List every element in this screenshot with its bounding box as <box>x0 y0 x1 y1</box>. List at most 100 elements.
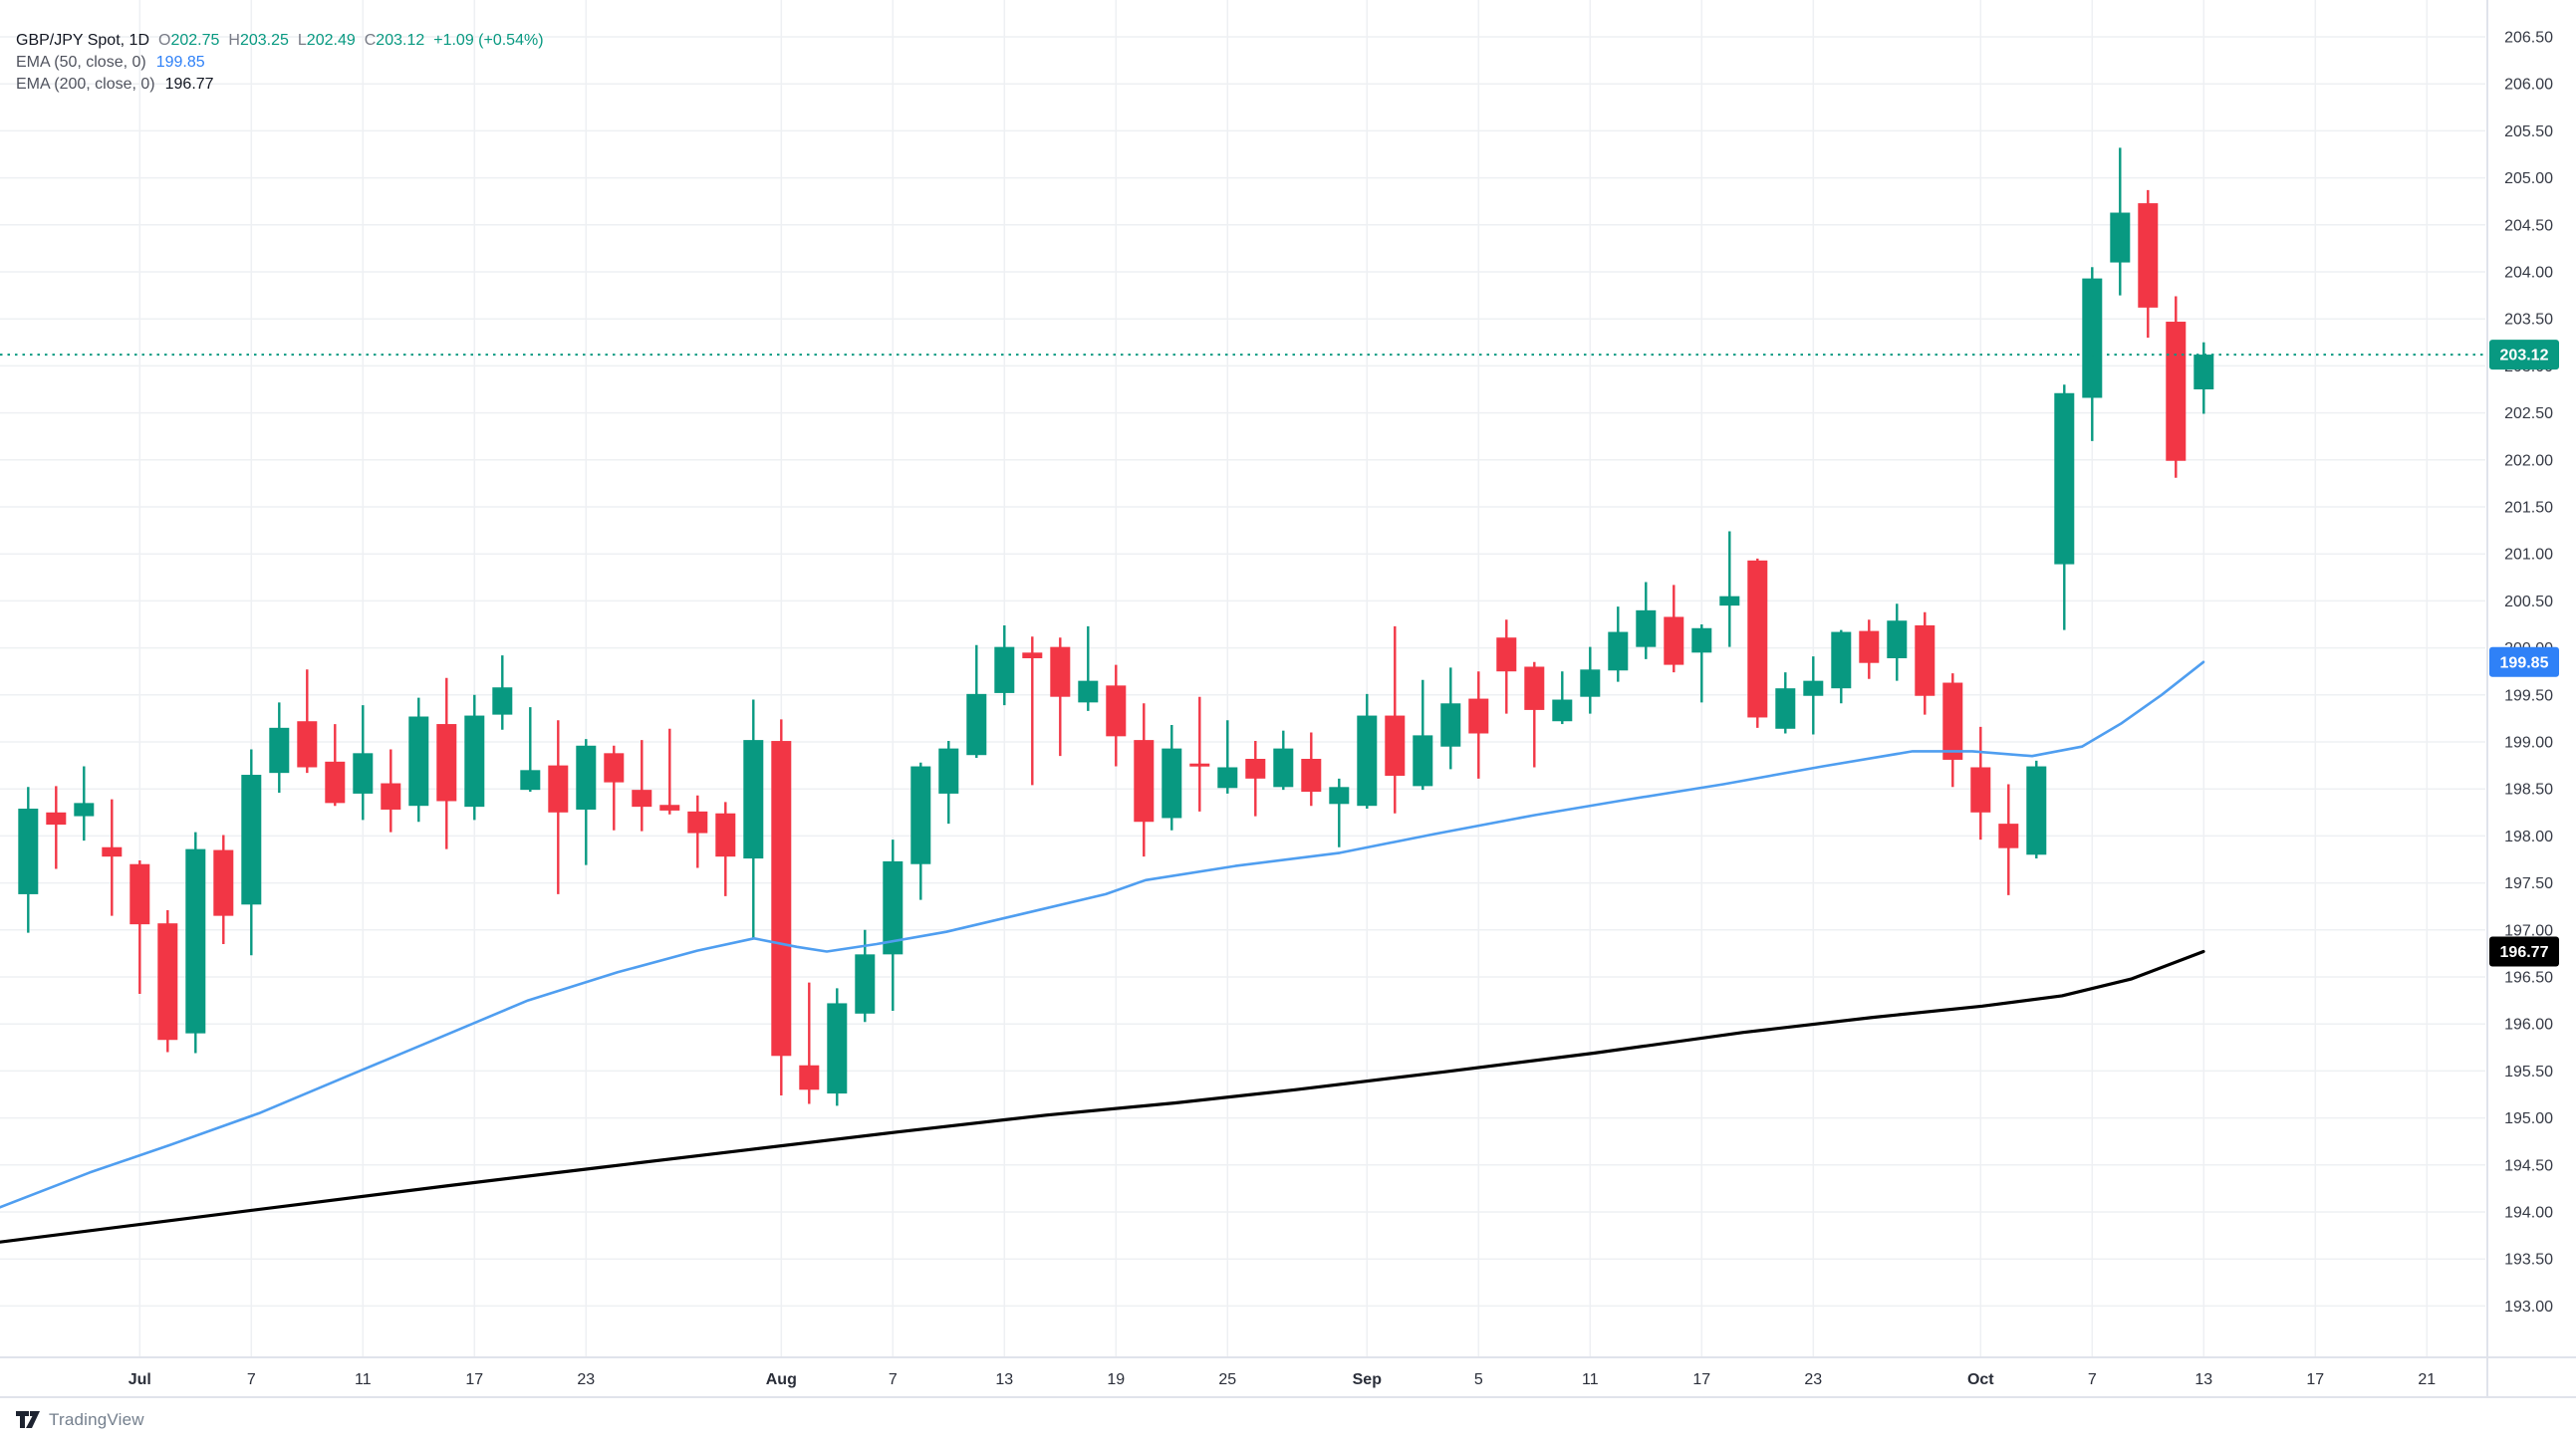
candle-body <box>1803 680 1824 696</box>
candle-body <box>1747 560 1768 718</box>
candle-body <box>1189 763 1210 767</box>
candle-body <box>827 1003 848 1094</box>
candle-body <box>1440 703 1461 747</box>
ohlc-value: 202.75 <box>170 32 220 49</box>
candle-body <box>938 748 959 794</box>
x-axis-label: 23 <box>577 1371 595 1388</box>
y-axis-label: 200.50 <box>2504 594 2553 610</box>
chart-legend: GBP/JPY Spot, 1D O202.75 H203.25 L202.49 C20… <box>16 30 544 96</box>
candle-body <box>102 846 123 857</box>
x-axis-label: 13 <box>995 1371 1013 1388</box>
x-axis-label: 19 <box>1107 1371 1125 1388</box>
legend-ema50-row[interactable]: EMA (50, close, 0) 199.85 <box>16 52 544 74</box>
x-axis-label: 17 <box>465 1371 483 1388</box>
candle-body <box>1636 609 1657 647</box>
candle-body <box>325 761 346 804</box>
tradingview-logo[interactable]: TradingView <box>15 1408 144 1432</box>
candle-body <box>520 770 541 791</box>
candle-body <box>1691 627 1712 653</box>
candle-body <box>1134 740 1155 823</box>
candle-body <box>1915 624 1935 696</box>
y-axis-label: 199.50 <box>2504 687 2553 704</box>
candle-body <box>381 783 401 810</box>
candle-body <box>1524 666 1545 710</box>
x-axis-label: Oct <box>1967 1371 1994 1388</box>
candle-body <box>604 753 625 783</box>
candle-body <box>18 809 39 894</box>
ohlc-value: 203.25 <box>239 32 289 49</box>
candle-body <box>1413 735 1433 787</box>
x-axis-label: 17 <box>2306 1371 2324 1388</box>
ema50-label: EMA (50, close, 0) <box>16 54 146 71</box>
y-axis-label: 199.00 <box>2504 735 2553 752</box>
candle-body <box>492 687 513 715</box>
candle-body <box>687 811 708 834</box>
y-axis-label: 195.00 <box>2504 1110 2553 1127</box>
y-axis-label: 198.00 <box>2504 829 2553 845</box>
y-axis-label: 205.50 <box>2504 123 2553 140</box>
x-axis-label: 17 <box>1692 1371 1710 1388</box>
price-badge-value: 196.77 <box>2500 944 2549 961</box>
ohlc-key: L <box>297 32 307 49</box>
x-axis-label: 7 <box>889 1371 898 1388</box>
candle-body <box>743 740 764 859</box>
y-axis-label: 203.50 <box>2504 312 2553 329</box>
x-axis-label: 11 <box>1582 1371 1599 1388</box>
y-axis-label: 202.00 <box>2504 452 2553 469</box>
candle-body <box>1161 748 1182 819</box>
x-axis-label: Aug <box>766 1371 797 1388</box>
candle-body <box>2054 392 2075 565</box>
candle-body <box>883 860 903 955</box>
candle-body <box>855 954 876 1014</box>
y-axis-label: 201.50 <box>2504 500 2553 517</box>
ohlc-key: H <box>228 32 240 49</box>
ema50-value: 199.85 <box>155 54 205 71</box>
candle-body <box>1329 787 1350 805</box>
candle-body <box>1106 685 1127 737</box>
candle-body <box>576 745 597 810</box>
candle-body <box>1385 715 1406 776</box>
legend-symbol-row[interactable]: GBP/JPY Spot, 1D O202.75 H203.25 L202.49 C20… <box>16 30 544 52</box>
candle-body <box>1552 699 1573 722</box>
y-axis-label: 201.00 <box>2504 547 2553 564</box>
y-axis-label: 196.00 <box>2504 1017 2553 1034</box>
candle-body <box>185 848 206 1034</box>
ohlc-value: 203.12 <box>376 32 425 49</box>
y-axis-label: 193.50 <box>2504 1252 2553 1269</box>
candle-body <box>1078 680 1099 703</box>
x-axis-label: 7 <box>2088 1371 2097 1388</box>
candle-body <box>1942 682 1963 760</box>
candle-body <box>2110 212 2131 263</box>
candle-body <box>771 741 792 1057</box>
y-axis-label: 194.00 <box>2504 1205 2553 1222</box>
y-axis-label: 204.00 <box>2504 265 2553 282</box>
x-axis-label: 13 <box>2194 1371 2212 1388</box>
y-axis-label: 194.50 <box>2504 1157 2553 1174</box>
candle-body <box>994 646 1015 693</box>
y-axis-label: 197.50 <box>2504 875 2553 892</box>
candle-body <box>269 727 290 774</box>
legend-ema200-row[interactable]: EMA (200, close, 0) 196.77 <box>16 74 544 96</box>
candle-body <box>1022 652 1043 658</box>
candle-body <box>2193 355 2214 389</box>
candle-body <box>297 721 318 768</box>
candle-body <box>46 812 67 826</box>
x-axis-label: 23 <box>1804 1371 1822 1388</box>
candle-body <box>241 775 262 905</box>
candle-body <box>715 813 736 857</box>
candle-body <box>1775 688 1796 729</box>
y-axis-label: 197.00 <box>2504 922 2553 939</box>
candle-body <box>1357 715 1378 807</box>
price-badge <box>2489 340 2559 370</box>
candle-body <box>548 765 569 813</box>
candle-body <box>2026 766 2047 855</box>
candle-body <box>1301 758 1322 793</box>
y-axis-label: 205.00 <box>2504 170 2553 187</box>
candle-body <box>1496 637 1517 672</box>
ema50-line <box>0 660 2205 1209</box>
tradingview-logo-icon <box>16 1411 40 1428</box>
candle-body <box>1273 748 1294 788</box>
y-axis-label: 202.50 <box>2504 405 2553 422</box>
